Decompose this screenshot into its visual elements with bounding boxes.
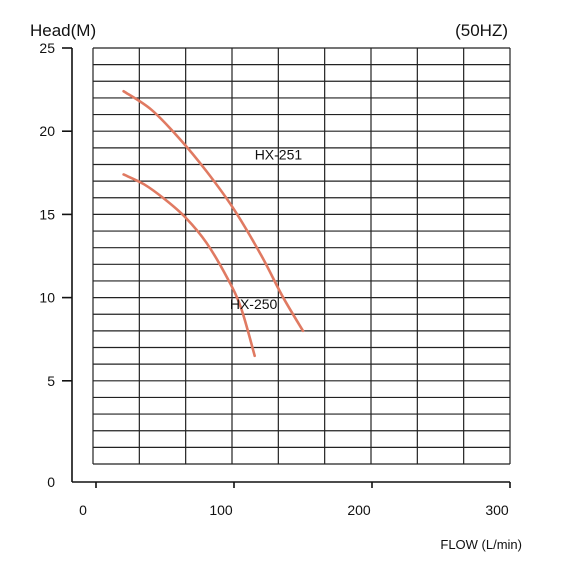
y-axis-ticks: 5 10 15 20 25 0 <box>39 40 72 490</box>
series-annotations: HX-251 HX-250 <box>230 146 303 312</box>
x-tick-label: 200 <box>347 502 371 518</box>
y-tick-label-zero: 0 <box>47 474 55 490</box>
chart-title-right: (50HZ) <box>455 21 508 40</box>
series-line-hx-251 <box>122 89 305 333</box>
x-tick-label: 300 <box>485 502 509 518</box>
series-label-hx-251: HX-251 <box>255 146 303 162</box>
x-axis-ticks: 0 100 200 300 <box>79 482 511 518</box>
chart-title-left: Head(M) <box>30 21 96 40</box>
x-tick-label: 0 <box>79 502 87 518</box>
x-tick-label: 100 <box>209 502 233 518</box>
series-line-hx-250 <box>122 173 256 358</box>
x-axis-label: FLOW (L/min) <box>440 537 522 552</box>
y-tick-label: 15 <box>39 206 55 222</box>
axes <box>71 48 510 483</box>
y-tick-label: 10 <box>39 290 55 306</box>
y-tick-label: 20 <box>39 123 55 139</box>
series-label-hx-250: HX-250 <box>230 296 278 312</box>
y-tick-label: 25 <box>39 40 55 56</box>
y-tick-label: 5 <box>47 373 55 389</box>
series-curves <box>122 89 305 358</box>
grid <box>92 47 511 465</box>
